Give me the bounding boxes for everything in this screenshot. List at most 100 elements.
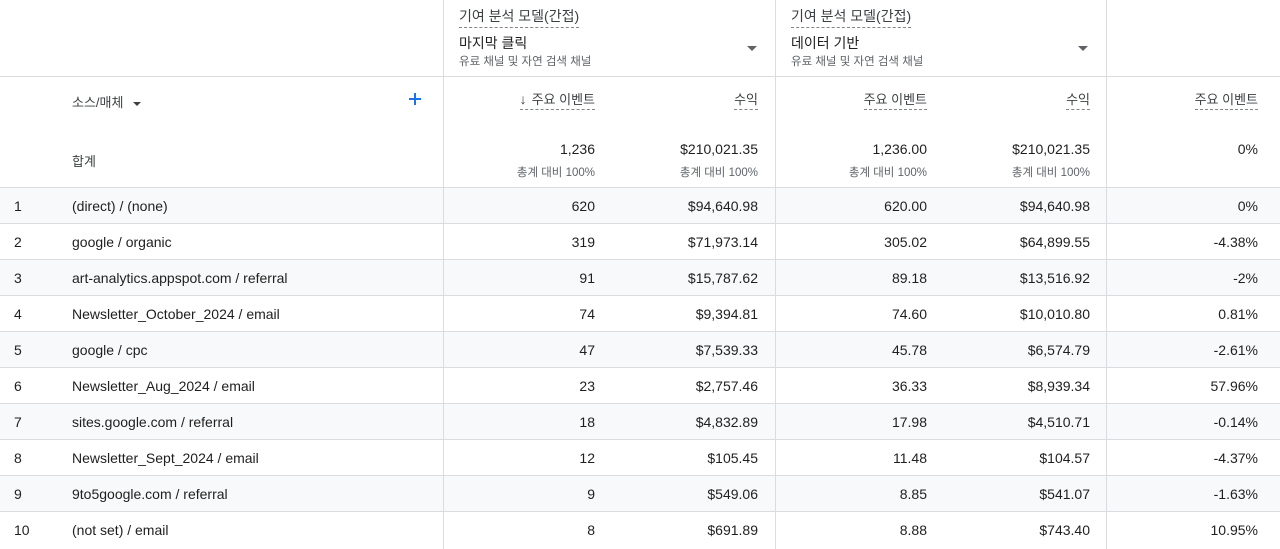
model-dropdown-data-driven[interactable]: 데이터 기반 유료 채널 및 자연 검색 채널: [791, 33, 1090, 69]
total-percent-of-total: 총계 대비 100%: [1011, 167, 1090, 179]
table-row: 4 Newsletter_October_2024 / email 74 $9,394…: [0, 295, 1280, 331]
model-title-2: 기여 분석 모델(간접): [791, 6, 912, 28]
table-row: 9 9to5google.com / referral 9 $549.06 8.85 $5…: [0, 475, 1280, 511]
row-metric-value: 0.81%: [1218, 306, 1258, 322]
row-metric-value: 89.18: [891, 270, 927, 286]
row-metric-value: 12: [579, 450, 595, 466]
row-metric-value: 8.85: [899, 486, 927, 502]
row-metric-value: $15,787.62: [687, 270, 758, 286]
row-metric-value: -2.61%: [1213, 342, 1258, 358]
total-value: $210,021.35: [680, 141, 758, 157]
row-metric-value: $10,010.80: [1019, 306, 1090, 322]
model-group-1: 기여 분석 모델(간접) 마지막 클릭 유료 채널 및 자연 검색 채널: [443, 0, 775, 76]
row-metric-value: $71,973.14: [687, 234, 758, 250]
row-metric-value: $8,939.34: [1027, 378, 1090, 394]
row-metric-value: 23: [579, 378, 595, 394]
row-metric-value: 8.88: [899, 522, 927, 538]
row-source-medium[interactable]: Newsletter_Sept_2024 / email: [72, 450, 259, 466]
row-metric-value: $64,899.55: [1019, 234, 1090, 250]
divider: [0, 76, 1280, 77]
total-percent-of-total: 총계 대비 100%: [848, 167, 927, 179]
caret-down-icon: [133, 101, 142, 106]
row-metric-value: $4,832.89: [695, 414, 758, 430]
row-divider: [0, 511, 1280, 512]
row-metric-value: -2%: [1233, 270, 1258, 286]
row-metric-value: -4.37%: [1213, 450, 1258, 466]
metric-header-key-events-change[interactable]: 주요 이벤트: [1194, 89, 1258, 110]
row-metric-value: $94,640.98: [1019, 198, 1090, 214]
dimension-header-label: 소스/매체: [72, 95, 124, 110]
row-divider: [0, 331, 1280, 332]
row-source-medium[interactable]: art-analytics.appspot.com / referral: [72, 270, 288, 286]
row-metric-value: $104.57: [1039, 450, 1090, 466]
row-rank: 3: [14, 270, 22, 286]
row-metric-value: $691.89: [707, 522, 758, 538]
metric-header-key-events[interactable]: 주요 이벤트: [863, 89, 927, 110]
row-source-medium[interactable]: Newsletter_October_2024 / email: [72, 306, 280, 322]
total-percent-of-total: 총계 대비 100%: [516, 167, 595, 179]
model-title-1: 기여 분석 모델(간접): [459, 6, 580, 28]
row-metric-value: $13,516.92: [1019, 270, 1090, 286]
metric-header-key-events-sorted[interactable]: ↓ 주요 이벤트: [519, 89, 595, 110]
metric-header-label: 주요 이벤트: [531, 92, 595, 107]
model-description-1: 유료 채널 및 자연 검색 채널: [459, 56, 592, 68]
column-divider: [775, 0, 776, 549]
row-metric-value: 0%: [1237, 198, 1258, 214]
row-metric-value: $4,510.71: [1027, 414, 1090, 430]
row-metric-value: 45.78: [891, 342, 927, 358]
row-rank: 2: [14, 234, 22, 250]
row-metric-value: $7,539.33: [695, 342, 758, 358]
row-metric-value: $549.06: [707, 486, 758, 502]
total-value: 1,236.00: [872, 141, 928, 157]
row-metric-value: -4.38%: [1213, 234, 1258, 250]
row-metric-value: 74.60: [891, 306, 927, 322]
metric-header-revenue[interactable]: 수익: [734, 89, 758, 110]
row-metric-value: $94,640.98: [687, 198, 758, 214]
column-divider: [443, 0, 444, 549]
row-source-medium[interactable]: Newsletter_Aug_2024 / email: [72, 378, 255, 394]
row-rank: 10: [14, 522, 30, 538]
row-divider: [0, 403, 1280, 404]
table-row: 5 google / cpc 47 $7,539.33 45.78 $6,574.79 -2…: [0, 331, 1280, 367]
column-divider: [1106, 0, 1107, 549]
row-rank: 1: [14, 198, 22, 214]
row-metric-value: 11.48: [893, 450, 927, 466]
row-source-medium[interactable]: google / cpc: [72, 342, 148, 358]
row-metric-value: -1.63%: [1213, 486, 1258, 502]
row-metric-value: 36.33: [891, 378, 927, 394]
total-percent-of-total: 총계 대비 100%: [679, 167, 758, 179]
row-metric-value: 8: [587, 522, 595, 538]
model-dropdown-last-click[interactable]: 마지막 클릭 유료 채널 및 자연 검색 채널: [459, 33, 759, 69]
row-metric-value: 74: [579, 306, 595, 322]
row-metric-value: $9,394.81: [695, 306, 758, 322]
row-rank: 4: [14, 306, 22, 322]
row-divider: [0, 295, 1280, 296]
metric-header-revenue[interactable]: 수익: [1066, 89, 1090, 110]
total-value: 1,236: [559, 141, 595, 157]
row-metric-value: 620.00: [884, 198, 927, 214]
dimension-selector[interactable]: 소스/매체: [72, 92, 142, 111]
table-row: 2 google / organic 319 $71,973.14 305.02 $64,…: [0, 223, 1280, 259]
row-metric-value: $743.40: [1039, 522, 1090, 538]
row-source-medium[interactable]: sites.google.com / referral: [72, 414, 234, 430]
row-divider: [0, 475, 1280, 476]
row-source-medium[interactable]: 9to5google.com / referral: [72, 486, 228, 502]
row-source-medium[interactable]: (direct) / (none): [72, 198, 168, 214]
model-group-2: 기여 분석 모델(간접) 데이터 기반 유료 채널 및 자연 검색 채널: [775, 0, 1106, 76]
row-metric-value: 57.96%: [1210, 378, 1258, 394]
add-dimension-plus-icon[interactable]: [407, 91, 423, 107]
table-row: 6 Newsletter_Aug_2024 / email 23 $2,757.46 3…: [0, 367, 1280, 403]
row-divider: [0, 187, 1280, 188]
dropdown-arrow-icon: [747, 46, 757, 51]
row-source-medium[interactable]: (not set) / email: [72, 522, 169, 538]
row-rank: 8: [14, 450, 22, 466]
model-description-2: 유료 채널 및 자연 검색 채널: [791, 56, 924, 68]
row-divider: [0, 259, 1280, 260]
row-divider: [0, 367, 1280, 368]
row-metric-value: 17.98: [891, 414, 927, 430]
row-divider: [0, 439, 1280, 440]
model-selected-1: 마지막 클릭: [459, 35, 528, 51]
row-source-medium[interactable]: google / organic: [72, 234, 172, 250]
row-rank: 7: [14, 414, 22, 430]
total-value: $210,021.35: [1012, 141, 1090, 157]
